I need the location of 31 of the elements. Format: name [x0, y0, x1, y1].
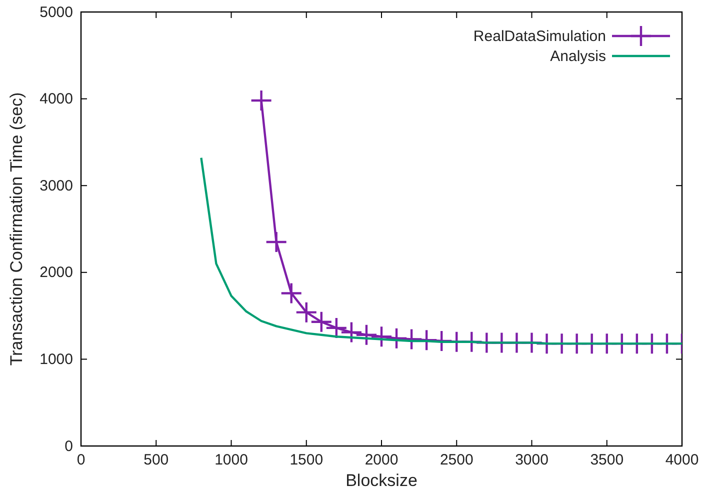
line-series: [200, 156, 682, 345]
y-tick-label: 1000: [40, 351, 73, 368]
y-tick-label: 5000: [40, 4, 73, 21]
point: [250, 89, 272, 112]
point: [355, 324, 378, 346]
x-tick-label: 1000: [214, 452, 248, 469]
x-tick-label: 3500: [590, 452, 624, 469]
point: [265, 230, 288, 254]
point: [430, 330, 453, 352]
x-tick-label: 1500: [290, 452, 324, 469]
x-axis-title: Blocksize: [346, 471, 418, 490]
y-axis-title: Transaction Confirmation Time (sec): [7, 92, 26, 366]
point: [280, 282, 302, 304]
y-tick-label: 4000: [40, 90, 73, 108]
x-tick-label: 0: [76, 452, 86, 469]
legend-label: Analysis: [550, 48, 606, 65]
y-tick-label: 0: [64, 438, 73, 455]
point: [370, 326, 393, 348]
point: [325, 316, 348, 340]
x-tick-label: 3000: [515, 452, 548, 469]
point: [385, 327, 408, 350]
x-tick-label: 2500: [440, 452, 474, 469]
point: [340, 321, 363, 344]
x-tick-label: 2000: [364, 452, 398, 469]
y-tick-label: 2000: [40, 264, 73, 282]
point: [310, 310, 332, 333]
y-tick-label: 3000: [40, 177, 73, 194]
x-tick-label: 500: [144, 452, 169, 469]
point: [295, 301, 318, 324]
legend-label: RealDataSimulation: [473, 28, 606, 45]
x-tick-label: 4000: [665, 452, 699, 469]
